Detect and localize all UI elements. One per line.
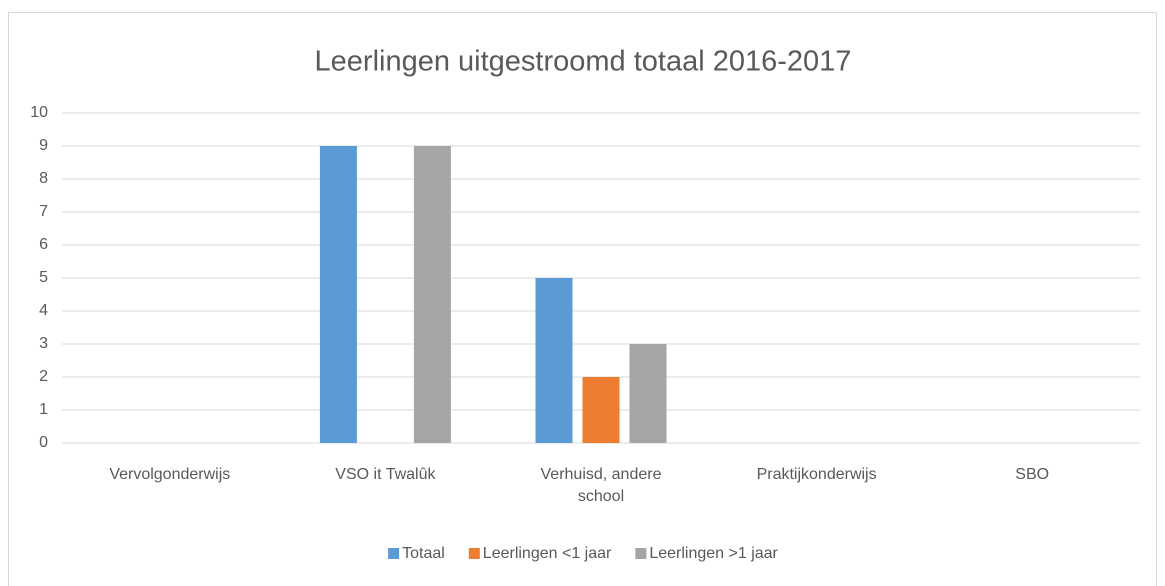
y-tick-label: 10 xyxy=(30,104,48,121)
x-tick-label: Praktijkonderwijs xyxy=(756,466,877,483)
y-tick-label: 9 xyxy=(39,137,48,154)
y-tick-label: 8 xyxy=(39,170,48,187)
legend-label: Totaal xyxy=(402,545,445,562)
legend-label: Leerlingen <1 jaar xyxy=(483,545,612,562)
x-tick-label: Verhuisd, andere school xyxy=(540,466,662,505)
y-tick-label: 3 xyxy=(39,335,48,352)
bar xyxy=(582,377,620,443)
y-tick-label: 4 xyxy=(39,302,48,319)
x-tick-label: VSO it Twalûk xyxy=(335,466,436,483)
bar xyxy=(535,278,573,443)
y-tick-label: 5 xyxy=(39,269,48,286)
legend-label: Leerlingen >1 jaar xyxy=(649,545,778,562)
chart-title: Leerlingen uitgestroomd totaal 2016-2017 xyxy=(315,46,852,78)
y-tick-label: 1 xyxy=(39,401,48,418)
bar xyxy=(629,344,667,443)
chart-border xyxy=(8,12,1157,586)
bar xyxy=(319,146,357,443)
y-tick-label: 7 xyxy=(39,203,48,220)
x-tick-label: Vervolgonderwijs xyxy=(109,466,231,483)
legend-swatch xyxy=(468,548,480,559)
legend-swatch xyxy=(635,548,647,559)
legend-swatch xyxy=(388,548,400,559)
bar xyxy=(413,146,451,443)
x-tick-label: SBO xyxy=(1015,466,1050,483)
y-tick-label: 6 xyxy=(39,236,48,253)
y-tick-label: 0 xyxy=(39,434,48,451)
y-tick-label: 2 xyxy=(39,368,48,385)
